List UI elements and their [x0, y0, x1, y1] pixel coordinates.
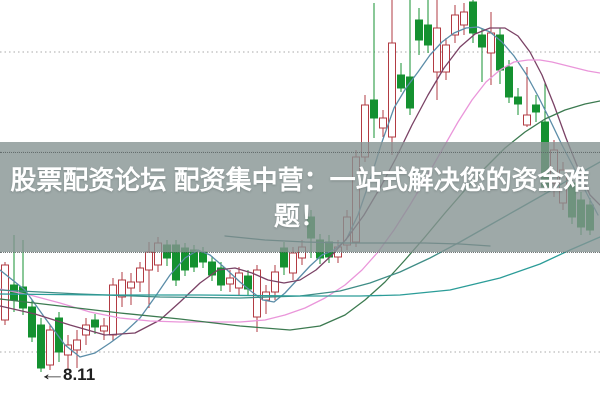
promo-banner-line-1: 股票配资论坛 配资集中营：一站式解决您的资金难 [10, 165, 590, 195]
gridline-over-banner-2 [0, 252, 600, 253]
left-arrow-icon: ← [38, 364, 67, 385]
low-price-annotation: ←8.11 [38, 364, 95, 386]
gridline-over-banner-1 [0, 152, 600, 153]
promo-banner-overlay [0, 142, 600, 252]
promo-banner-line-2: 题！ [273, 201, 326, 231]
promo-banner-text: 股票配资论坛 配资集中营：一站式解决您的资金难 题！ [0, 142, 600, 234]
low-price-value: 8.11 [63, 365, 96, 384]
